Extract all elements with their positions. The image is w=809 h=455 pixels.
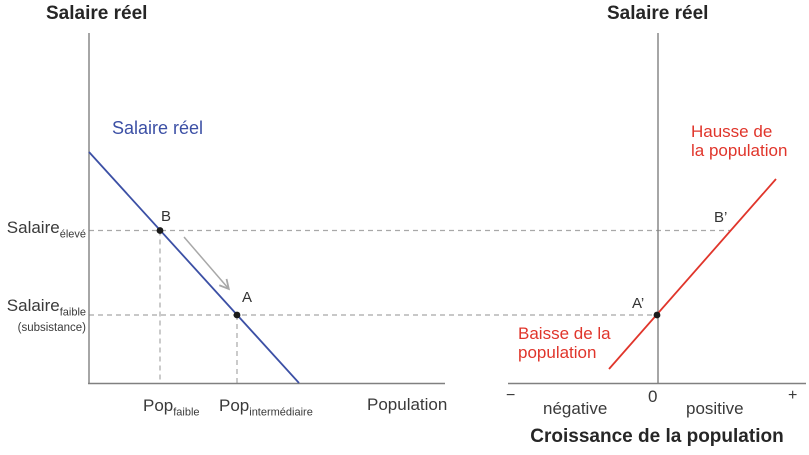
tick-negative: négative [543, 399, 608, 418]
population-rise-line1: Hausse de [691, 122, 773, 141]
wage-low-main: Salaire [6, 296, 60, 315]
wage-low-note: (subsistance) [17, 322, 86, 334]
population-rise-label: Hausse de la population [691, 122, 787, 160]
population-fall-label: Baisse de la population [518, 324, 611, 362]
tick-minus: − [506, 387, 516, 404]
point-b-dot [156, 227, 164, 234]
tick-positive: positive [686, 399, 744, 418]
wage-high-main: Salaire [6, 218, 60, 237]
right-y-axis-title: Salaire réel [607, 3, 709, 24]
point-b-label: B [161, 208, 172, 225]
population-fall-line2: population [518, 343, 597, 362]
wage-low-label: Salairefaible [7, 296, 86, 318]
pop-low-main: Pop [143, 396, 174, 415]
point-a-prime-label: A’ [632, 295, 645, 312]
left-y-axis-title: Salaire réel [46, 3, 148, 24]
wage-curve-label: Salaire réel [112, 118, 204, 138]
point-a-prime-dot [653, 311, 661, 319]
pop-mid-sub: intermédiaire [249, 406, 313, 419]
wage-high-sub: élevé [59, 228, 86, 241]
population-rise-line2: la population [691, 141, 788, 160]
population-fall-line1: Baisse de la [518, 324, 611, 343]
left-x-axis-title: Population [367, 395, 448, 414]
pop-low-sub: faible [173, 406, 200, 419]
real-wage-curve [88, 151, 300, 384]
wage-high-label: Salaireélevé [7, 218, 86, 240]
pop-mid-label: Popintermédiaire [219, 396, 313, 418]
pop-low-label: Popfaible [143, 396, 200, 418]
b-to-a-arrow-icon [183, 236, 228, 288]
pop-mid-main: Pop [219, 396, 250, 415]
wage-low-sub: faible [59, 306, 86, 319]
point-a-label: A [242, 289, 253, 306]
right-x-axis-title: Croissance de la population [530, 426, 784, 447]
tick-plus: + [788, 387, 798, 404]
population-growth-curve [608, 178, 777, 370]
point-b-prime-label: B’ [714, 209, 728, 226]
tick-zero: 0 [648, 387, 658, 406]
point-a-dot [233, 311, 241, 319]
